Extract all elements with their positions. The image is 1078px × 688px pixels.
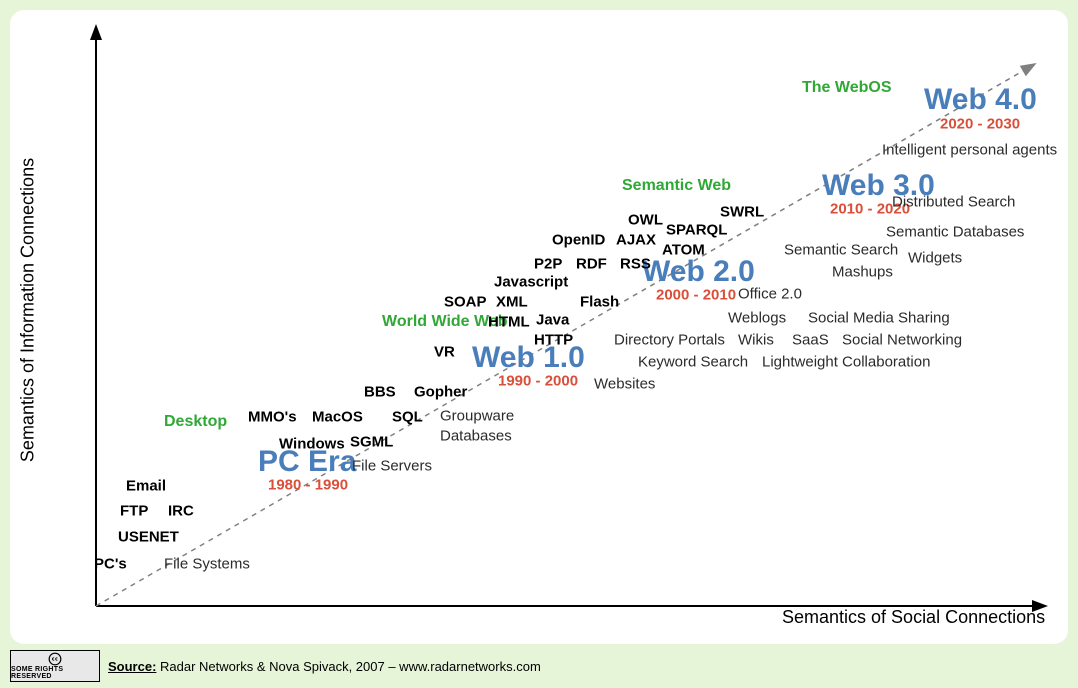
tech-bold-25: OWL [628, 213, 663, 228]
tech-plain-12: Social Media Sharing [808, 311, 950, 326]
tech-bold-15: HTML [488, 315, 530, 330]
plot-area: Semantics of Social Connections PC Era19… [82, 24, 1052, 614]
tech-bold-22: RSS [620, 257, 651, 272]
tech-plain-17: Semantic Databases [886, 225, 1024, 240]
tech-bold-5: Windows [279, 437, 345, 452]
cc-icon [46, 652, 64, 666]
category-label-3: The WebOS [802, 80, 892, 96]
tech-plain-15: Semantic Search [784, 243, 898, 258]
tech-bold-18: Javascript [494, 275, 568, 290]
era-years-2: 2000 - 2010 [656, 288, 736, 303]
tech-bold-28: SWRL [720, 205, 764, 220]
footer: SOME RIGHTS RESERVED Source: Radar Netwo… [10, 650, 541, 682]
tech-plain-8: Wikis [738, 333, 774, 348]
tech-plain-11: Weblogs [728, 311, 786, 326]
tech-bold-4: Email [126, 479, 166, 494]
category-label-2: Semantic Web [622, 178, 731, 194]
tech-bold-13: SOAP [444, 295, 487, 310]
tech-bold-20: P2P [534, 257, 562, 272]
tech-bold-27: SPARQL [666, 223, 727, 238]
tech-plain-13: Office 2.0 [738, 287, 802, 302]
tech-bold-2: FTP [120, 504, 148, 519]
tech-bold-26: ATOM [662, 243, 705, 258]
tech-bold-14: XML [496, 295, 528, 310]
cc-text: SOME RIGHTS RESERVED [11, 666, 99, 680]
tech-plain-1: File Servers [352, 459, 432, 474]
tech-plain-10: Social Networking [842, 333, 962, 348]
tech-plain-2: Databases [440, 429, 512, 444]
tech-bold-23: OpenID [552, 233, 605, 248]
tech-bold-11: Gopher [414, 385, 467, 400]
tech-plain-16: Widgets [908, 251, 962, 266]
tech-bold-9: SQL [392, 410, 423, 425]
tech-bold-24: AJAX [616, 233, 656, 248]
tech-plain-14: Mashups [832, 265, 893, 280]
source-line: Source: Radar Networks & Nova Spivack, 2… [108, 659, 541, 674]
tech-plain-4: Websites [594, 377, 655, 392]
category-label-0: Desktop [164, 414, 227, 430]
tech-bold-1: USENET [118, 530, 179, 545]
era-title-2: Web 2.0 [642, 257, 755, 287]
era-years-1: 1990 - 2000 [498, 374, 578, 389]
tech-bold-12: VR [434, 345, 455, 360]
tech-plain-19: Intelligent personal agents [882, 143, 1057, 158]
tech-plain-7: Directory Portals [614, 333, 725, 348]
tech-bold-10: BBS [364, 385, 396, 400]
x-axis-label: Semantics of Social Connections [782, 607, 1045, 628]
y-axis-label: Semantics of Information Connections [18, 158, 39, 462]
tech-plain-6: Lightweight Collaboration [762, 355, 930, 370]
page-frame: Semantics of Information Connections Sem… [0, 0, 1078, 688]
source-text: Radar Networks & Nova Spivack, 2007 – ww… [156, 659, 540, 674]
source-label: Source: [108, 659, 156, 674]
cc-badge: SOME RIGHTS RESERVED [10, 650, 100, 682]
era-years-0: 1980 - 1990 [268, 478, 348, 493]
tech-plain-5: Keyword Search [638, 355, 748, 370]
tech-bold-8: MacOS [312, 410, 363, 425]
tech-bold-16: HTTP [534, 333, 573, 348]
era-years-4: 2020 - 2030 [940, 117, 1020, 132]
chart-panel: Semantics of Information Connections Sem… [10, 10, 1068, 644]
tech-bold-3: IRC [168, 504, 194, 519]
tech-bold-7: MMO's [248, 410, 297, 425]
tech-bold-17: Java [536, 313, 569, 328]
tech-bold-21: RDF [576, 257, 607, 272]
tech-bold-19: Flash [580, 295, 619, 310]
tech-plain-0: File Systems [164, 557, 250, 572]
tech-plain-3: Groupware [440, 409, 514, 424]
tech-plain-9: SaaS [792, 333, 829, 348]
era-title-4: Web 4.0 [924, 85, 1037, 115]
tech-plain-18: Distributed Search [892, 195, 1015, 210]
tech-bold-6: SGML [350, 435, 393, 450]
tech-bold-0: PC's [94, 557, 127, 572]
